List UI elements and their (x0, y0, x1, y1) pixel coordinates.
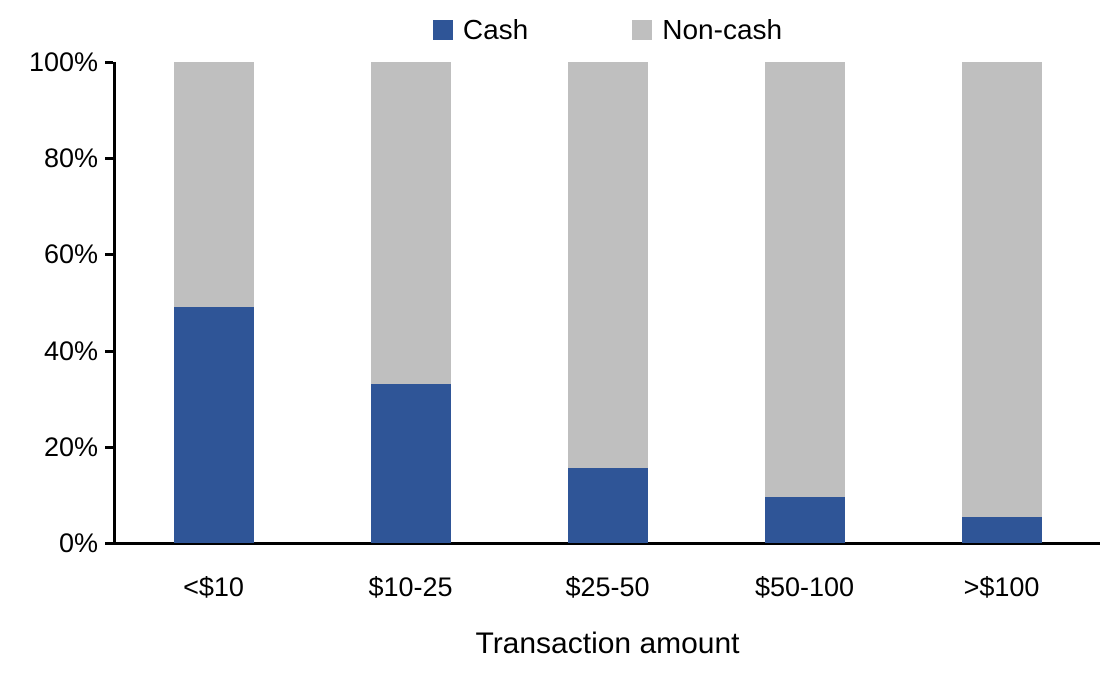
bar-segment-non-cash (962, 62, 1042, 517)
bar-segment-cash (568, 468, 648, 543)
x-axis-category-label: $50-100 (754, 572, 855, 602)
bar-segment-non-cash (568, 62, 648, 468)
y-axis-tick (105, 61, 113, 64)
x-axis-category-label: <$10 (183, 572, 244, 602)
bar-segment-non-cash (765, 62, 845, 497)
bar-segment-cash (962, 517, 1042, 543)
y-axis-tick-label: 80% (43, 143, 98, 173)
y-axis-tick-label: 0% (58, 528, 98, 558)
bar-segment-non-cash (174, 62, 254, 307)
bar-segment-cash (371, 384, 451, 543)
y-axis-tick-label: 60% (43, 239, 98, 269)
legend-item-non-cash: Non-cash (632, 14, 782, 46)
chart-legend: Cash Non-cash (115, 8, 1100, 52)
y-axis-tick (105, 253, 113, 256)
legend-label-non-cash: Non-cash (662, 14, 783, 45)
y-axis-tick (105, 446, 113, 449)
y-axis-tick-label: 20% (43, 432, 98, 462)
x-axis-line (105, 542, 1100, 545)
legend-item-cash: Cash (432, 14, 529, 46)
legend-swatch-non-cash-icon (632, 20, 653, 40)
bar-segment-cash (174, 307, 254, 543)
legend-label-cash: Cash (462, 14, 529, 45)
x-axis-category-label: $10-25 (368, 572, 453, 602)
bar-segment-cash (765, 497, 845, 543)
x-axis-category-label: >$100 (963, 572, 1040, 602)
legend-swatch-cash-icon (432, 20, 453, 40)
y-axis-tick-label: 40% (43, 336, 98, 366)
x-axis-title: Transaction amount (475, 627, 740, 660)
y-axis-tick-label: 100% (28, 47, 98, 77)
x-axis-category-label: $25-50 (565, 572, 650, 602)
y-axis-tick (105, 157, 113, 160)
bar-segment-non-cash (371, 62, 451, 384)
y-axis-tick (105, 350, 113, 353)
y-axis-line (113, 62, 116, 545)
